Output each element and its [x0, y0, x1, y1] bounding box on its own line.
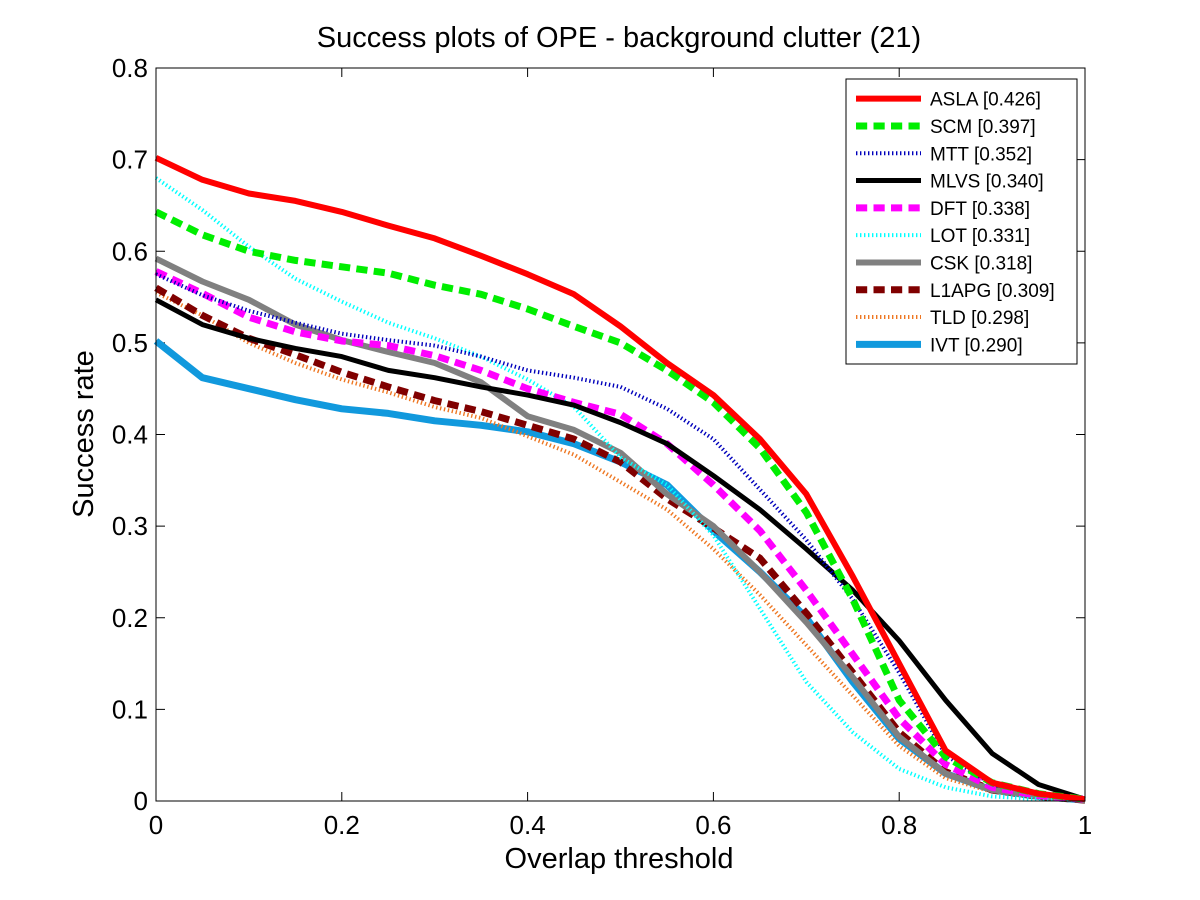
y-tick-label: 0.1 — [112, 694, 148, 724]
legend-label: IVT [0.290] — [930, 335, 1023, 356]
y-tick-label: 0.3 — [112, 511, 148, 541]
legend-label: DFT [0.338] — [930, 199, 1030, 220]
series-line-asla — [154, 155, 1086, 803]
chart-title: Success plots of OPE - background clutte… — [317, 22, 921, 54]
series-line-mlvs — [154, 297, 1086, 802]
y-tick-label: 0.7 — [112, 145, 148, 175]
legend: ASLA [0.426] SCM [0.397] MTT [0.352] MLVS [… — [845, 78, 1078, 365]
x-axis-label: Overlap threshold — [505, 843, 734, 875]
legend-label: LOT [0.331] — [930, 226, 1030, 247]
y-axis-label: Success rate — [68, 350, 100, 518]
legend-label: L1APG [0.309] — [930, 281, 1055, 302]
y-tick-label: 0.8 — [112, 53, 148, 83]
x-tick-label: 0.8 — [881, 810, 917, 840]
legend-label: CSK [0.318] — [930, 253, 1032, 274]
x-tick-label: 0.6 — [695, 810, 731, 840]
legend-label: TLD [0.298] — [930, 308, 1029, 329]
legend-label: SCM [0.397] — [930, 117, 1036, 138]
axes-frame — [155, 67, 1086, 802]
legend-label: MTT [0.352] — [930, 144, 1032, 165]
y-tick-label: 0.4 — [112, 420, 148, 450]
y-tick-label: 0 — [134, 786, 148, 816]
legend-items: ASLA [0.426] SCM [0.397] MTT [0.352] MLVS [… — [856, 90, 1055, 356]
x-tick-label: 0.2 — [324, 810, 360, 840]
series-line-scm — [154, 208, 1086, 803]
x-tick-label: 0 — [149, 810, 163, 840]
y-tick-label: 0.5 — [112, 328, 148, 358]
series-lines — [153, 155, 1086, 804]
x-tick-labels: 0 0.2 0.4 0.6 0.8 1 — [149, 810, 1092, 840]
series-line-csk — [154, 255, 1086, 804]
x-tick-label: 0.4 — [510, 810, 546, 840]
y-tick-label: 0.6 — [112, 236, 148, 266]
legend-label: ASLA [0.426] — [930, 90, 1041, 111]
series-line-lot — [154, 176, 1086, 803]
x-tick-label: 1 — [1078, 810, 1092, 840]
y-tick-label: 0.2 — [112, 603, 148, 633]
y-tick-labels: 0 0.1 0.2 0.3 0.4 0.5 0.6 0.7 0.8 — [112, 53, 148, 816]
series-line-dft — [154, 268, 1086, 803]
series-line-tld — [155, 290, 1086, 803]
legend-label: MLVS [0.340] — [930, 172, 1044, 193]
